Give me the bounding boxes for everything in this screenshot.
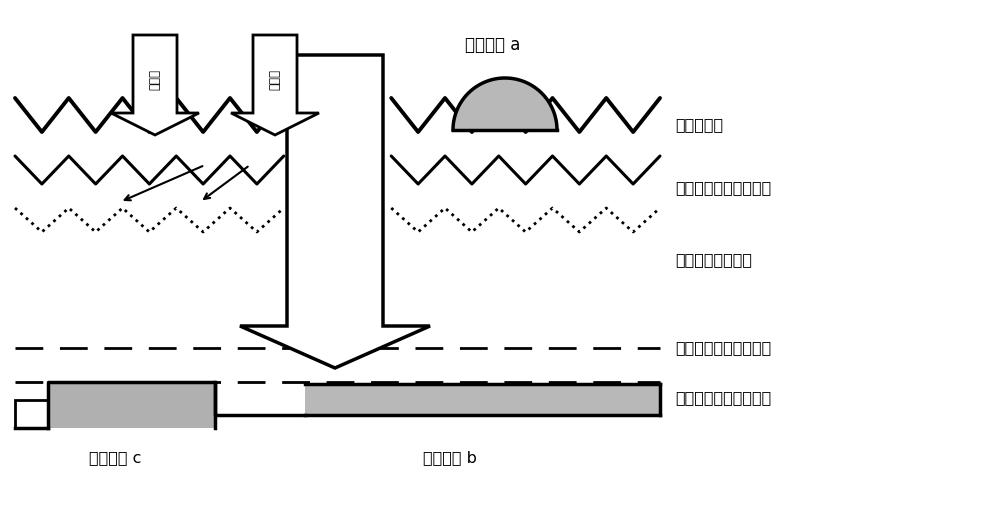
Text: 介质钖化层: 介质钖化层 [675, 118, 723, 133]
Bar [48, 382, 215, 428]
Text: 第三电极 c: 第三电极 c [89, 450, 141, 465]
Text: 红外光: 红外光 [268, 69, 282, 89]
Polygon shape [240, 55, 430, 368]
Polygon shape [231, 35, 319, 135]
Polygon shape [453, 78, 557, 130]
Text: 可见光: 可见光 [148, 69, 162, 89]
Text: 迎光面第二导电类型层: 迎光面第二导电类型层 [675, 180, 771, 196]
Bar [305, 384, 660, 415]
Text: 背光面第一导电类型层: 背光面第一导电类型层 [675, 341, 771, 356]
Text: 第一电极 a: 第一电极 a [465, 36, 520, 54]
Polygon shape [111, 35, 199, 135]
Text: 第一导电类型衬底: 第一导电类型衬底 [675, 253, 752, 267]
Text: 背光面第二导电类型层: 背光面第二导电类型层 [675, 391, 771, 406]
Text: 第二电极 b: 第二电极 b [423, 450, 477, 465]
Bar [15, 400, 48, 428]
